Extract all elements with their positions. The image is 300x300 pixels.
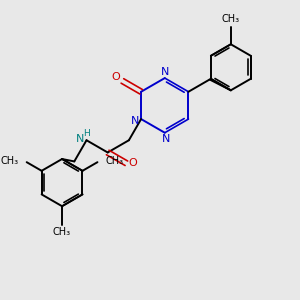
Text: N: N xyxy=(130,116,139,125)
Text: CH₃: CH₃ xyxy=(1,156,19,166)
Text: CH₃: CH₃ xyxy=(222,14,240,24)
Text: CH₃: CH₃ xyxy=(106,156,124,166)
Text: H: H xyxy=(83,129,90,138)
Text: CH₃: CH₃ xyxy=(53,227,71,237)
Text: O: O xyxy=(112,72,121,82)
Text: N: N xyxy=(76,134,84,144)
Text: N: N xyxy=(162,134,170,144)
Text: O: O xyxy=(128,158,137,168)
Text: N: N xyxy=(160,67,169,77)
